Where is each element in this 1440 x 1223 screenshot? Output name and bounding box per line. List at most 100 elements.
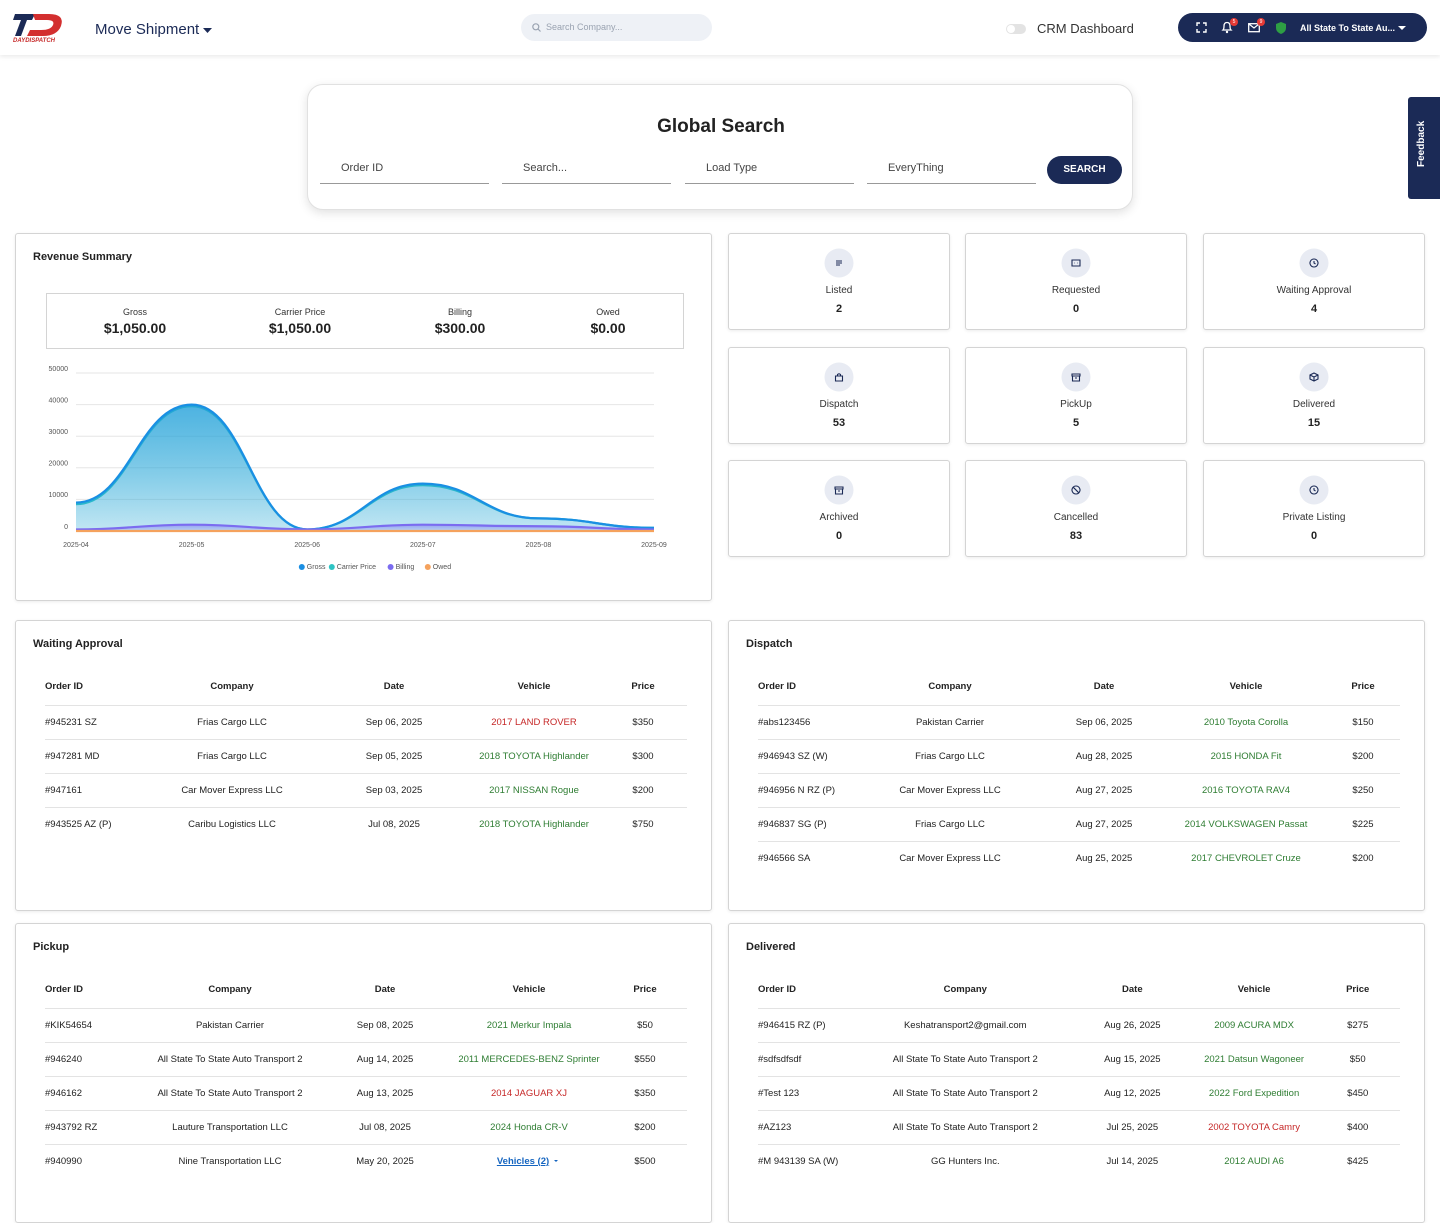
company-search[interactable]: Search Company... <box>521 14 712 41</box>
table-row[interactable]: #945231 SZ Frias Cargo LLC Sep 06, 2025 201… <box>45 705 687 740</box>
vehicle: 2018 TOYOTA Highlander <box>479 750 589 762</box>
column-header: Order ID <box>758 669 858 706</box>
table-row[interactable]: #940990 Nine Transportation LLC May 20, 20… <box>45 1144 687 1178</box>
notification-icon[interactable] <box>1221 21 1233 34</box>
account[interactable]: All State To State Au... <box>1300 23 1406 33</box>
legend-item[interactable]: Carrier Price <box>328 564 376 571</box>
table-cell: Sep 06, 2025 <box>1042 705 1166 740</box>
table-row[interactable]: #946415 RZ (P) Keshatransport2@gmail.com A… <box>758 1008 1400 1043</box>
vehicle: 2017 CHEVROLET Cruze <box>1191 852 1301 864</box>
cell-text: Jul 08, 2025 <box>368 818 420 830</box>
feedback-label[interactable]: Feedback <box>1416 120 1427 167</box>
card-count: 53 <box>832 417 846 429</box>
crm-toggle[interactable] <box>1006 24 1026 34</box>
table-row[interactable]: #AZ123 All State To State Auto Transport … <box>758 1110 1400 1145</box>
table-cell: $550 <box>603 1042 687 1077</box>
table-cell: 2018 TOYOTA Highlander <box>469 807 599 841</box>
legend-item[interactable]: Billing <box>387 564 415 571</box>
table-cell: #946943 SZ (W) <box>758 739 858 774</box>
caret <box>554 1159 559 1162</box>
header-row: Order ID Company Date Vehicle Price <box>758 972 1400 1009</box>
cell-text: Aug 27, 2025 <box>1075 784 1133 796</box>
table-row[interactable]: #946956 N RZ (P) Car Mover Express LLC Aug… <box>758 773 1400 808</box>
table-cell: 2014 VOLKSWAGEN Passat <box>1166 807 1326 842</box>
table-row[interactable]: #946240 All State To State Auto Transport… <box>45 1042 687 1077</box>
table-cell: GG Hunters Inc. <box>859 1144 1072 1178</box>
cell-text: $150 <box>1352 716 1374 728</box>
vehicle: 2022 Ford Expedition <box>1208 1087 1300 1099</box>
table-cell: $50 <box>1315 1042 1400 1077</box>
card-count: 2 <box>835 303 843 315</box>
table-cell: $350 <box>599 705 687 740</box>
stat-label: Billing <box>447 307 472 317</box>
card-label: Requested <box>1051 285 1101 296</box>
message-icon[interactable] <box>1248 23 1260 33</box>
status-card[interactable]: Waiting Approval 4 <box>1203 233 1425 330</box>
status-card[interactable]: Requested 0 <box>965 233 1187 330</box>
status-card[interactable]: PickUp 5 <box>965 347 1187 444</box>
cell-text: #946162 <box>45 1087 82 1099</box>
table-cell: $350 <box>603 1076 687 1111</box>
panel-title: Revenue Summary <box>33 251 133 263</box>
search-field[interactable]: Search... <box>502 159 671 184</box>
table-panel: Waiting Approval Order ID Company Date Vehic… <box>15 620 712 911</box>
cell-text: Jul 08, 2025 <box>359 1121 411 1133</box>
table-row[interactable]: #947281 MD Frias Cargo LLC Sep 05, 2025 201… <box>45 739 687 774</box>
table-row[interactable]: #946943 SZ (W) Frias Cargo LLC Aug 28, 202… <box>758 739 1400 774</box>
menu[interactable]: Move Shipment <box>95 21 213 38</box>
cell-text: #Test 123 <box>758 1087 800 1099</box>
table-row[interactable]: #abs123456 Pakistan Carrier Sep 06, 2025 20… <box>758 705 1400 740</box>
table-cell: Sep 05, 2025 <box>319 739 469 774</box>
status-card[interactable]: Delivered 15 <box>1203 347 1425 444</box>
menu-label[interactable]: Move Shipment <box>95 21 200 38</box>
search-field[interactable]: Order ID <box>320 159 489 184</box>
cell-text: $750 <box>632 818 654 830</box>
table-row[interactable]: #946837 SG (P) Frias Cargo LLC Aug 27, 202… <box>758 807 1400 842</box>
table-head: Order ID Company Date Vehicle Price <box>45 972 687 1009</box>
icon-glyph <box>1071 373 1081 382</box>
legend-label: Gross <box>307 564 326 571</box>
cell-text: #M 943139 SA (W) <box>758 1155 839 1167</box>
column-header: Order ID <box>45 972 145 1009</box>
status-card[interactable]: Archived 0 <box>728 460 950 557</box>
table-row[interactable]: #947161 Car Mover Express LLC Sep 03, 2025… <box>45 773 687 808</box>
fullscreen-icon[interactable] <box>1196 22 1207 33</box>
table-row[interactable]: #Test 123 All State To State Auto Transpo… <box>758 1076 1400 1111</box>
cell-text: $550 <box>634 1053 656 1065</box>
card-count: 15 <box>1307 417 1321 429</box>
cell-text: Sep 05, 2025 <box>365 750 423 762</box>
search-field[interactable]: EveryThing <box>867 159 1036 184</box>
table-cell: 2017 CHEVROLET Cruze <box>1166 841 1326 875</box>
table-row[interactable]: #KIK54654 Pakistan Carrier Sep 08, 2025 202… <box>45 1008 687 1043</box>
status-card[interactable]: Dispatch 53 <box>728 347 950 444</box>
table-cell: #946415 RZ (P) <box>758 1008 859 1043</box>
table-panel: Dispatch Order ID Company Date Vehicle Price #… <box>728 620 1425 911</box>
legend-item[interactable]: Owed <box>424 564 451 571</box>
table-row[interactable]: #946162 All State To State Auto Transport… <box>45 1076 687 1111</box>
status-card[interactable]: Listed 2 <box>728 233 950 330</box>
table-row[interactable]: #sdfsdfsdf All State To State Auto Transp… <box>758 1042 1400 1077</box>
table-cell: 2016 TOYOTA RAV4 <box>1166 773 1326 808</box>
vehicle[interactable]: Vehicles (2) <box>496 1155 550 1167</box>
cell-text: May 20, 2025 <box>356 1155 414 1167</box>
column-header: Vehicle <box>1192 972 1316 1009</box>
cell-text: Frias Cargo LLC <box>197 750 267 762</box>
legend-item[interactable]: Gross <box>298 564 326 571</box>
table-row[interactable]: #943792 RZ Lauture Transportation LLC Jul … <box>45 1110 687 1145</box>
status-card[interactable]: Private Listing 0 <box>1203 460 1425 557</box>
account-name[interactable]: All State To State Au... <box>1300 23 1396 33</box>
card-count: 83 <box>1069 530 1083 542</box>
feedback-tab[interactable]: Feedback <box>1408 97 1440 199</box>
table-row[interactable]: #943525 AZ (P) Caribu Logistics LLC Jul 08… <box>45 807 687 841</box>
revenue-summary: 0 10000 20000 30000 40000 50000 2025-04 2025-05… <box>15 233 712 601</box>
table-cell: $400 <box>1315 1110 1400 1145</box>
table-row[interactable]: #946566 SA Car Mover Express LLC Aug 25, 2… <box>758 841 1400 875</box>
status-card[interactable]: Cancelled 83 <box>965 460 1187 557</box>
logo[interactable] <box>13 10 65 38</box>
search-field[interactable]: Load Type <box>685 159 854 184</box>
search-button[interactable]: SEARCH <box>1047 156 1122 184</box>
table-cell: $225 <box>1326 807 1400 842</box>
table-row[interactable]: #M 943139 SA (W) GG Hunters Inc. Jul 14, 2… <box>758 1144 1400 1178</box>
vehicle: 2021 Merkur Impala <box>486 1019 572 1031</box>
